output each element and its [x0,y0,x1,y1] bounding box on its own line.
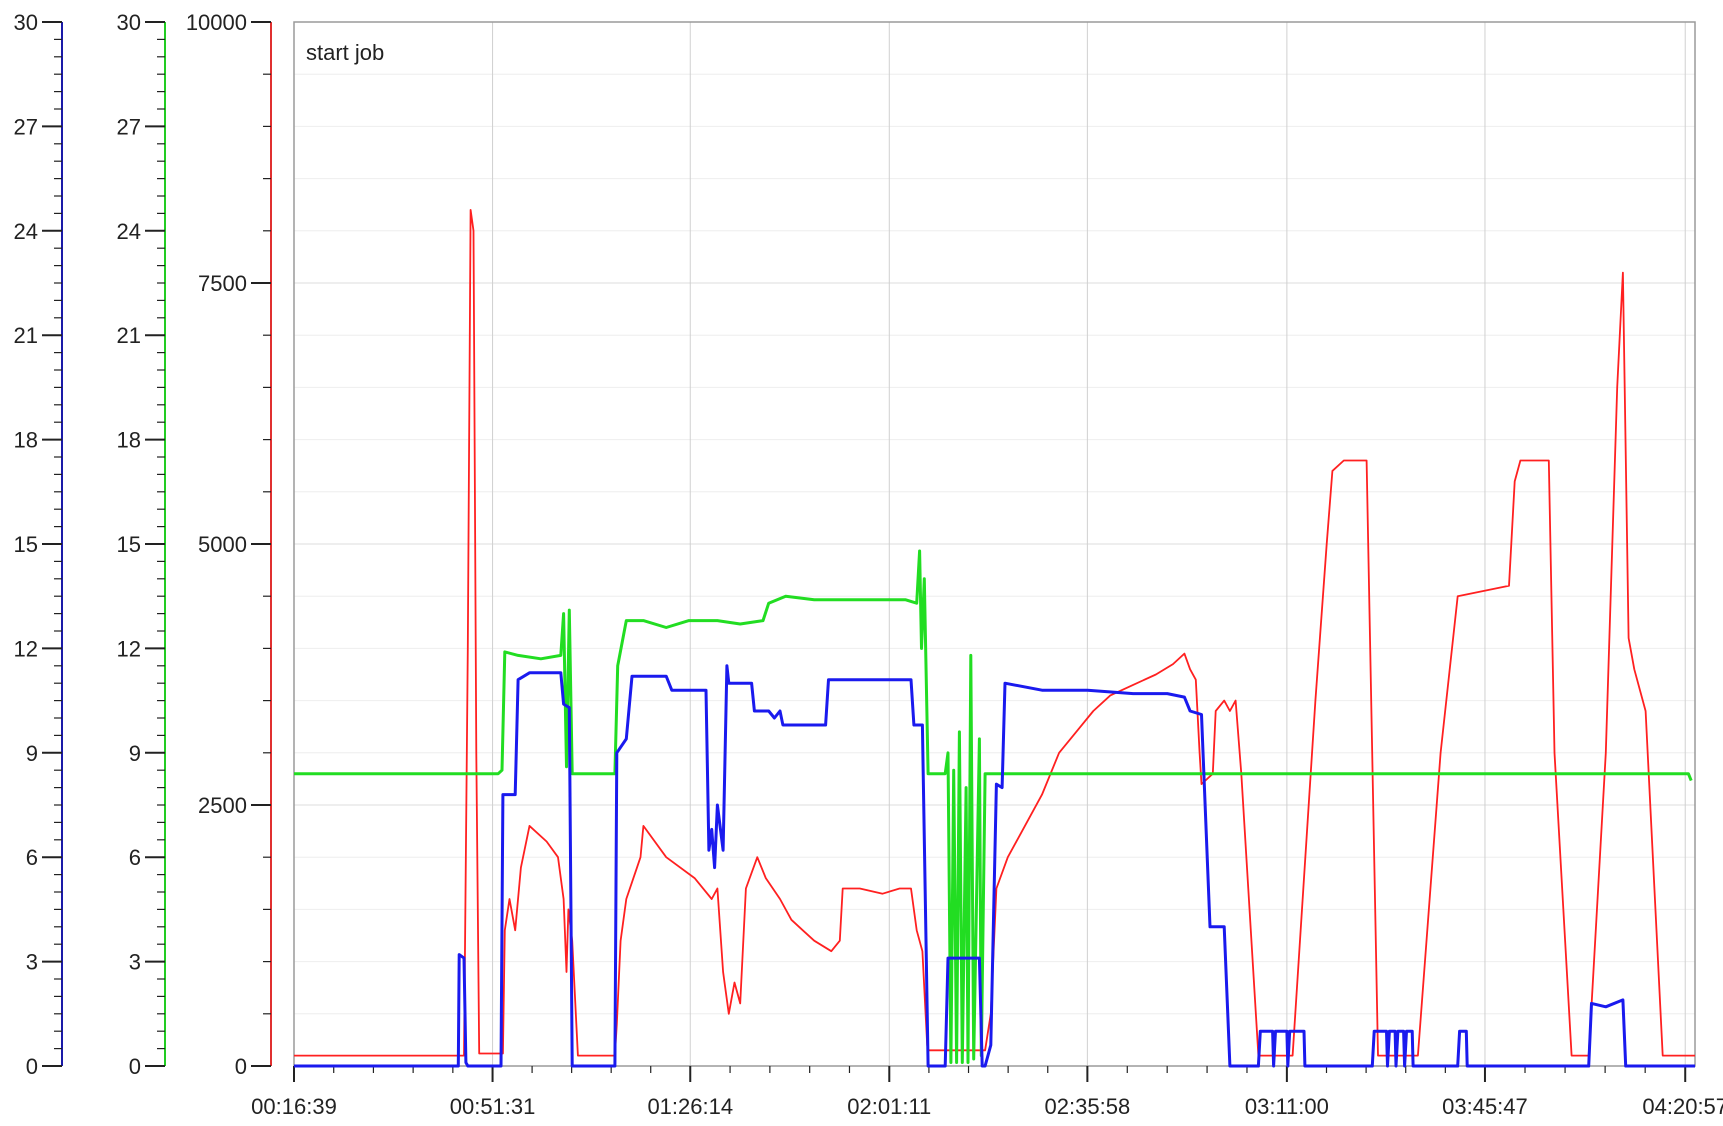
blue-axis-tick-label: 24 [14,219,38,244]
grid [294,22,1695,1066]
red-axis: 0 2500 5000 7500 10000 [186,10,272,1079]
axes: 0 3 6 9 12 15 18 21 24 27 30 0 3 6 9 12 15 18 21 24 27 30 0 250… [14,10,1723,1119]
green-axis: 0 3 6 9 12 15 18 21 24 27 30 [117,10,166,1079]
green-axis-tick-label: 21 [117,323,141,348]
blue-axis-tick-label: 6 [26,845,38,870]
x-axis: 00:16:39 00:51:31 01:26:14 02:01:11 02:35:58… [251,1066,1723,1119]
red-axis-tick-label: 10000 [186,10,247,35]
blue-axis-tick-label: 21 [14,323,38,348]
green-axis-tick-label: 6 [129,845,141,870]
red-axis-tick-label: 0 [235,1054,247,1079]
green-axis-tick-label: 3 [129,950,141,975]
blue-axis-tick-label: 3 [26,950,38,975]
red-axis-tick-label: 7500 [198,271,247,296]
blue-axis-tick-label: 27 [14,114,38,139]
series-line-2 [294,664,1695,1068]
blue-axis-tick-label: 18 [14,428,38,453]
x-tick-label: 01:26:14 [647,1094,733,1119]
x-tick-label: 03:11:00 [1245,1094,1329,1119]
green-axis-tick-label: 24 [117,219,141,244]
x-tick-label: 02:01:11 [847,1094,931,1119]
red-axis-tick-label: 5000 [198,532,247,557]
green-axis-tick-label: 27 [117,114,141,139]
series [294,209,1695,1068]
x-tick-label: 02:35:58 [1045,1094,1131,1119]
series-line-1 [294,549,1693,1064]
green-axis-tick-label: 9 [129,741,141,766]
red-axis-tick-label: 2500 [198,793,247,818]
start-job-annotation: start job [306,40,384,65]
x-tick-label: 04:20:57 [1642,1094,1723,1119]
x-tick-label: 00:51:31 [450,1094,536,1119]
green-axis-tick-label: 0 [129,1054,141,1079]
blue-axis-tick-label: 0 [26,1054,38,1079]
blue-axis-tick-label: 15 [14,532,38,557]
blue-axis: 0 3 6 9 12 15 18 21 24 27 30 [14,10,63,1079]
green-axis-tick-label: 18 [117,428,141,453]
blue-axis-tick-label: 12 [14,636,38,661]
green-axis-tick-label: 12 [117,636,141,661]
blue-axis-tick-label: 9 [26,741,38,766]
x-tick-label: 03:45:47 [1442,1094,1528,1119]
blue-axis-tick-label: 30 [14,10,38,35]
x-tick-label: 00:16:39 [251,1094,337,1119]
green-axis-tick-label: 30 [117,10,141,35]
green-axis-tick-label: 15 [117,532,141,557]
plot-area [293,21,1696,1067]
